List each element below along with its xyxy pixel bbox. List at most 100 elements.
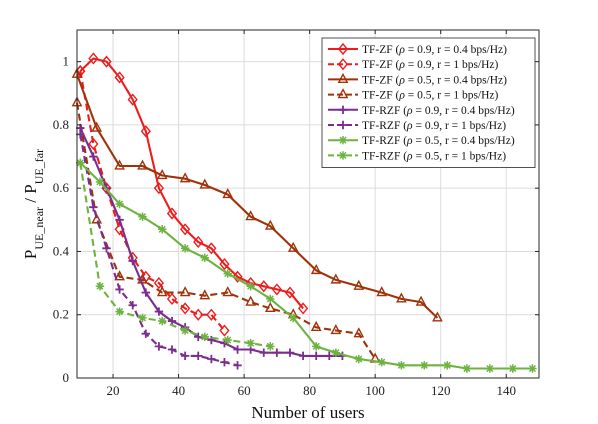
data-point — [194, 351, 203, 361]
data-point — [156, 169, 168, 180]
series-line — [79, 162, 271, 348]
data-point — [222, 286, 234, 297]
data-point — [138, 212, 147, 221]
data-point — [219, 258, 230, 271]
data-point — [377, 357, 386, 367]
data-point — [166, 207, 178, 220]
data-point — [180, 302, 191, 315]
data-point — [180, 244, 190, 253]
data-point — [325, 351, 334, 361]
legend-item: TF-ZF (ρ = 0.5, r = 0.4 bps/Hz) — [328, 72, 507, 86]
data-point — [311, 351, 321, 361]
legend-label: TF-RZF (ρ = 0.9, r = 1 bps/Hz) — [362, 120, 506, 132]
data-point — [89, 202, 98, 212]
data-point — [101, 55, 112, 68]
data-point — [137, 159, 148, 170]
x-tick-label: 40 — [172, 383, 185, 398]
legend-swatch-marker — [337, 88, 349, 99]
data-point — [207, 335, 216, 345]
data-point — [167, 316, 177, 326]
x-tick-label: 20 — [107, 383, 120, 398]
data-point — [219, 324, 230, 337]
data-point — [233, 345, 242, 354]
data-point — [297, 302, 309, 315]
data-point — [140, 125, 151, 138]
data-point — [154, 307, 164, 316]
data-point — [156, 286, 168, 297]
data-point — [157, 316, 167, 326]
legend-label: TF-ZF (ρ = 0.9, r = 0.4 bps/Hz) — [362, 44, 507, 56]
legend-swatch-marker — [338, 105, 348, 114]
series-8 — [76, 158, 275, 351]
data-point — [258, 280, 269, 293]
data-point — [220, 357, 229, 367]
legend-label: TF-RZF (ρ = 0.5, r = 1 bps/Hz) — [362, 150, 506, 162]
legend-swatch-marker — [338, 151, 348, 160]
series-6 — [76, 130, 242, 370]
data-point — [415, 295, 427, 306]
data-point — [200, 332, 209, 342]
series-line — [75, 102, 377, 360]
legend-label: TF-RZF (ρ = 0.9, r = 0.4 bps/Hz) — [362, 105, 515, 117]
data-point — [153, 277, 165, 290]
data-point — [91, 121, 103, 132]
data-point — [114, 159, 125, 170]
y-tick-label: 0.2 — [53, 307, 69, 322]
data-point — [153, 182, 165, 195]
data-point — [199, 289, 211, 300]
data-point — [232, 270, 243, 283]
data-point — [223, 335, 232, 345]
data-point — [128, 301, 137, 310]
data-point — [272, 348, 282, 357]
legend-swatch-marker — [338, 120, 348, 130]
data-point — [311, 342, 321, 351]
data-point — [95, 177, 105, 187]
data-point — [245, 210, 257, 221]
legend-swatch-marker — [337, 42, 349, 56]
legend-item: TF-RZF (ρ = 0.5, r = 0.4 bps/Hz) — [328, 135, 515, 147]
data-point — [179, 172, 191, 183]
legend-item: TF-ZF (ρ = 0.9, r = 0.4 bps/Hz) — [328, 42, 507, 56]
data-point — [88, 52, 99, 65]
data-point — [193, 235, 204, 249]
data-point — [141, 288, 151, 297]
x-tick-label: 80 — [303, 383, 316, 398]
y-tick-label: 0.6 — [53, 180, 70, 195]
data-point — [508, 364, 517, 373]
data-point — [102, 244, 111, 253]
axis-ticks: 20 40 60 80 100 120 140 0 0.2 0.4 0.6 0.8 1 — [53, 30, 539, 398]
legend: TF-ZF (ρ = 0.9, r = 0.4 bps/Hz) TF-ZF (ρ … — [321, 37, 536, 169]
data-point — [285, 348, 295, 357]
data-point — [462, 364, 472, 373]
data-point — [138, 313, 147, 323]
data-point — [264, 219, 276, 230]
data-point — [179, 286, 191, 297]
data-point — [353, 327, 365, 338]
data-point — [289, 313, 298, 323]
data-point — [420, 361, 429, 370]
series-5 — [76, 123, 347, 361]
data-point — [310, 263, 322, 275]
data-point — [76, 158, 85, 168]
data-point — [114, 71, 125, 84]
data-point — [115, 199, 124, 209]
data-point — [115, 285, 124, 294]
data-point — [396, 292, 407, 303]
data-point — [443, 361, 452, 370]
data-point — [330, 273, 342, 284]
data-point — [331, 348, 341, 357]
data-point — [206, 242, 217, 255]
legend-swatch-marker — [337, 72, 349, 84]
data-point — [207, 354, 216, 364]
data-point — [266, 294, 275, 304]
data-point — [266, 342, 275, 351]
data-point — [200, 253, 209, 262]
data-point — [353, 279, 365, 290]
data-point — [115, 215, 124, 225]
legend-item: TF-RZF (ρ = 0.9, r = 0.4 bps/Hz) — [328, 105, 515, 117]
legend-label: TF-RZF (ρ = 0.5, r = 0.4 bps/Hz) — [362, 135, 515, 147]
x-tick-label: 100 — [365, 383, 385, 398]
data-point — [95, 282, 105, 291]
x-tick-label: 120 — [431, 383, 451, 398]
y-tick-label: 0.4 — [53, 243, 70, 258]
